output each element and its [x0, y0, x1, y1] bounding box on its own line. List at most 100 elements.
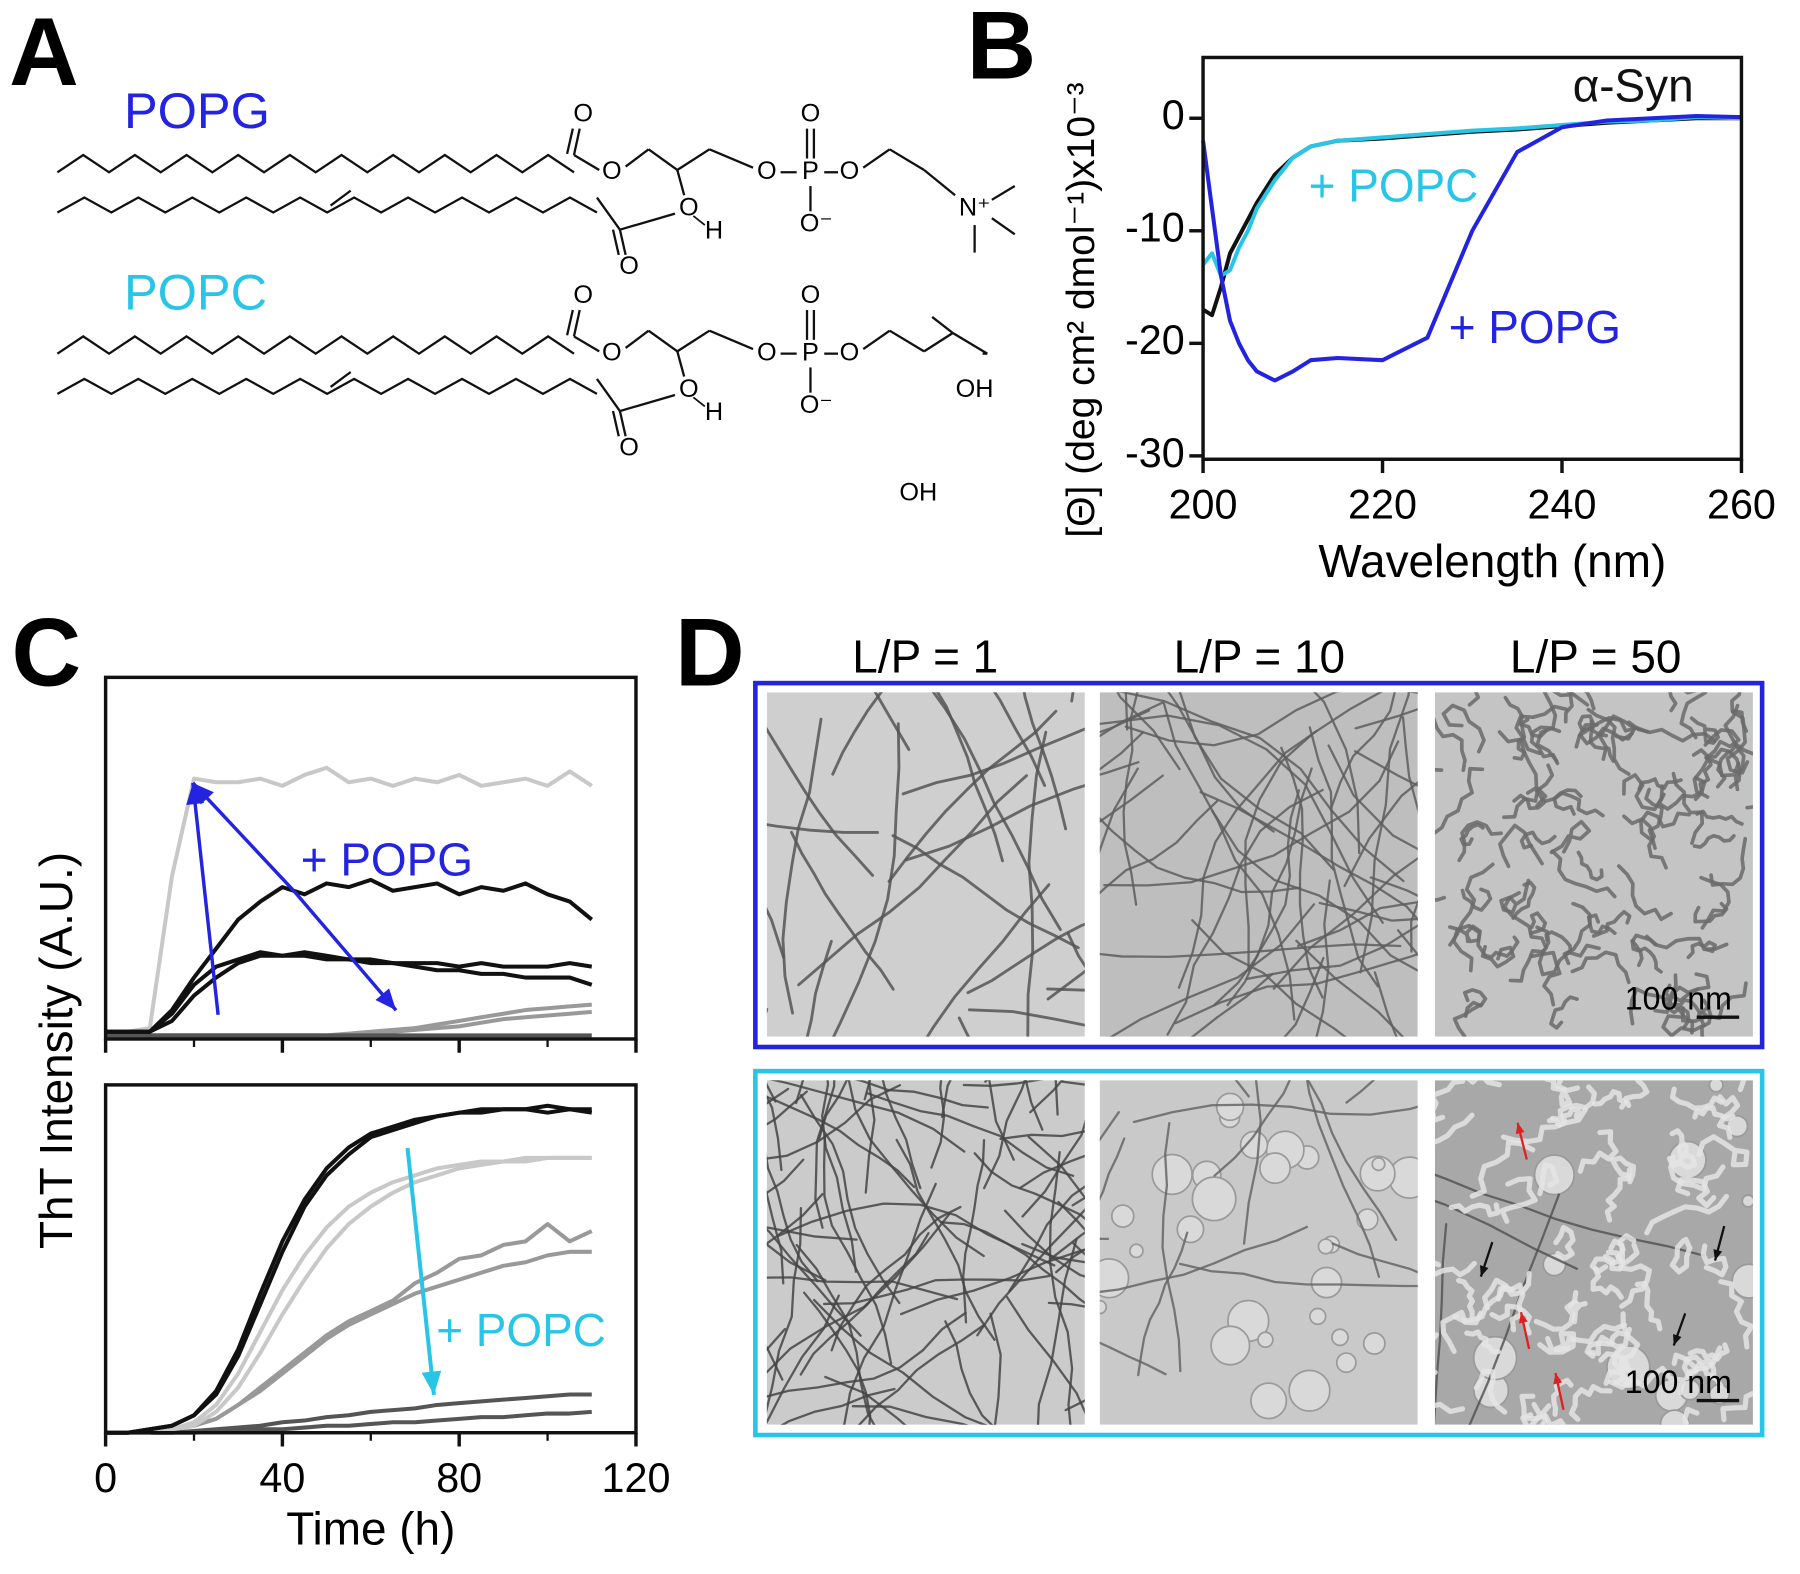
- fibril: [976, 1208, 1085, 1337]
- atom-label: H: [705, 398, 723, 426]
- fibril: [1434, 717, 1467, 773]
- panel-label: B: [967, 0, 1037, 99]
- bond: [56, 335, 575, 356]
- atom-label: O⁻: [800, 210, 833, 238]
- fibril: [1099, 767, 1139, 854]
- column-label: L/P = 50: [1510, 630, 1681, 682]
- x-axis-label: Time (h): [286, 1503, 455, 1555]
- vesicle: [1099, 1299, 1108, 1315]
- arrow-head: [1515, 1122, 1525, 1135]
- vesicle: [1239, 1130, 1269, 1160]
- fibril: [1537, 1162, 1560, 1197]
- fibril: [797, 774, 1028, 987]
- fibril: [962, 1080, 1043, 1087]
- vesicle: [1215, 1092, 1245, 1122]
- fibril: [1668, 1154, 1726, 1192]
- fibril: [1132, 1103, 1418, 1124]
- bond: [952, 331, 988, 355]
- fibril: [1669, 1236, 1693, 1275]
- line-series: [105, 1107, 593, 1435]
- fibril: [1618, 1263, 1652, 1309]
- fibril: [766, 1189, 785, 1285]
- fibril: [805, 939, 833, 1037]
- fibril: [1693, 901, 1729, 924]
- atom-label: O: [573, 281, 593, 309]
- bond: [565, 128, 574, 155]
- line-series: [105, 953, 593, 1034]
- fibril: [1027, 1135, 1085, 1200]
- bond: [676, 169, 686, 196]
- bond: [596, 196, 621, 231]
- fibril: [1570, 950, 1631, 985]
- x-axis-label: Wavelength (nm): [1318, 535, 1666, 587]
- scale-bar-label: 100 nm: [1625, 981, 1732, 1017]
- fibril: [812, 1298, 988, 1425]
- structure-name: POPG: [124, 82, 270, 139]
- fibril: [1466, 1080, 1502, 1088]
- fibril: [802, 1291, 872, 1425]
- fibril: [900, 1248, 1085, 1316]
- fibril: [1177, 730, 1318, 989]
- fibril: [1459, 822, 1485, 847]
- bond: [991, 185, 1016, 201]
- fibril: [1021, 1119, 1085, 1218]
- fibril: [925, 883, 1051, 1037]
- fibril: [1099, 1225, 1309, 1294]
- vesicle: [1210, 1325, 1251, 1366]
- fibril: [1607, 1365, 1686, 1396]
- fibril: [1066, 931, 1085, 969]
- fibril: [1692, 1105, 1736, 1122]
- fibril: [790, 830, 895, 991]
- fibril: [1467, 692, 1481, 707]
- fibril: [1464, 1329, 1502, 1355]
- vesicle: [1335, 1352, 1357, 1374]
- fibril: [1502, 891, 1548, 950]
- fibril: [1484, 935, 1520, 959]
- fibril: [1434, 1080, 1466, 1123]
- arrow-head: [1713, 1249, 1723, 1261]
- fibril: [1401, 716, 1418, 953]
- fibril: [1434, 1260, 1477, 1278]
- fibril: [1315, 879, 1331, 1037]
- micrograph: [1434, 1080, 1753, 1425]
- fibril: [1529, 911, 1548, 935]
- fibril: [1530, 950, 1562, 1007]
- fibril: [1622, 814, 1668, 870]
- fibril: [1533, 1289, 1579, 1332]
- bond: [618, 410, 627, 437]
- bond: [676, 351, 686, 377]
- fibril: [1692, 757, 1741, 799]
- fibril: [1543, 1080, 1573, 1108]
- fibril: [1353, 750, 1418, 787]
- bond: [676, 148, 711, 171]
- fibril: [1329, 692, 1396, 811]
- fibril: [1715, 749, 1742, 789]
- fibril: [1280, 746, 1324, 999]
- fibril: [1679, 692, 1708, 740]
- fibril: [1669, 1128, 1689, 1158]
- fibril: [1502, 763, 1555, 820]
- x-tick-label: 120: [602, 1455, 671, 1501]
- fibril: [1482, 1271, 1532, 1311]
- fibril: [1055, 1248, 1085, 1274]
- fibril: [1588, 719, 1616, 763]
- fibril: [766, 1226, 858, 1241]
- fibril: [1099, 1137, 1126, 1201]
- fibril: [1576, 850, 1604, 882]
- fibril: [1664, 983, 1691, 1030]
- vesicle: [1331, 1328, 1349, 1347]
- arrow: [292, 889, 398, 1012]
- arrow-head: [1553, 1373, 1563, 1385]
- bond: [573, 335, 600, 353]
- fibril: [1666, 1152, 1698, 1170]
- fibril: [822, 1274, 1051, 1306]
- fibril: [1617, 864, 1673, 922]
- arrow-head: [186, 782, 205, 805]
- fibril: [1551, 1377, 1574, 1417]
- fibril: [1550, 849, 1617, 899]
- fibril: [1024, 1080, 1044, 1131]
- fibril: [887, 709, 1058, 883]
- bond: [572, 128, 581, 156]
- vesicle: [1310, 1266, 1343, 1299]
- fibril: [1590, 1266, 1624, 1300]
